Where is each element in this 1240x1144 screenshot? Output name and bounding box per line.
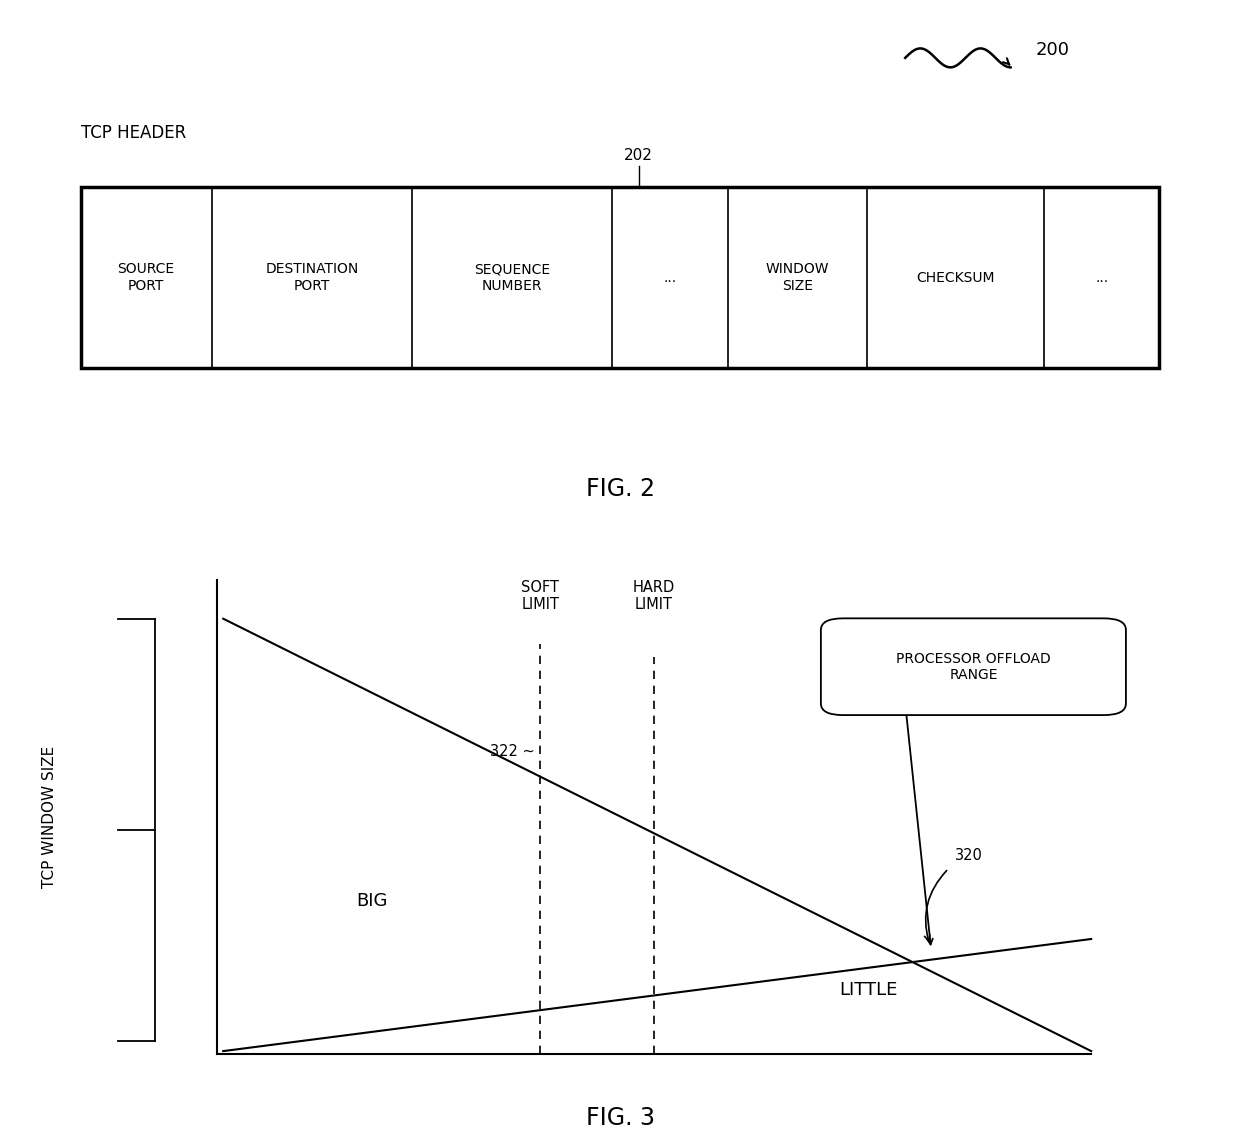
Text: TCP HEADER: TCP HEADER: [81, 124, 186, 142]
Text: WINDOW
SIZE: WINDOW SIZE: [765, 262, 830, 293]
Text: 322 ~: 322 ~: [490, 744, 534, 758]
Text: HARD
LIMIT: HARD LIMIT: [632, 580, 676, 612]
Text: CHECKSUM: CHECKSUM: [916, 271, 994, 285]
Text: PROCESSOR OFFLOAD
RANGE: PROCESSOR OFFLOAD RANGE: [897, 652, 1050, 682]
FancyBboxPatch shape: [821, 619, 1126, 715]
Text: BIG: BIG: [356, 891, 388, 909]
Text: ...: ...: [1095, 271, 1109, 285]
Text: DESTINATION
PORT: DESTINATION PORT: [265, 262, 358, 293]
Bar: [81, 186, 1159, 368]
Text: 200: 200: [1035, 41, 1069, 59]
Text: 202: 202: [624, 148, 653, 164]
Text: FIG. 2: FIG. 2: [585, 477, 655, 501]
Text: SEQUENCE
NUMBER: SEQUENCE NUMBER: [474, 262, 551, 293]
Text: 320: 320: [955, 848, 982, 864]
Text: TCP WINDOW SIZE: TCP WINDOW SIZE: [42, 746, 57, 889]
Text: LITTLE: LITTLE: [838, 982, 898, 999]
Text: FIG. 3: FIG. 3: [585, 1106, 655, 1130]
Text: SOFT
LIMIT: SOFT LIMIT: [522, 580, 559, 612]
Text: ...: ...: [663, 271, 677, 285]
Text: SOURCE
PORT: SOURCE PORT: [118, 262, 175, 293]
